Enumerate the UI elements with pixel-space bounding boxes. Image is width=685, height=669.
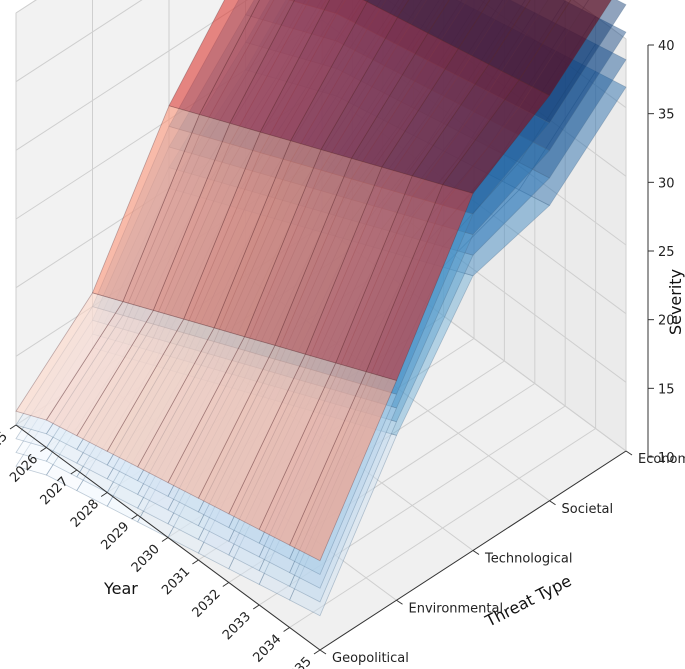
x-tick-label: 2035	[281, 654, 315, 669]
x-axis-label: Year	[103, 579, 138, 598]
y-tick-label: Technological	[484, 552, 572, 567]
z-tick-label: 35	[658, 108, 675, 123]
z-axis-label: Severity	[666, 269, 685, 335]
x-tick-mark	[313, 649, 321, 655]
x-tick-label: 2031	[159, 564, 193, 598]
x-tick-label: 2030	[129, 542, 163, 576]
x-tick-mark	[131, 514, 138, 520]
x-tick-label: 2032	[190, 587, 224, 621]
surface-cell	[45, 301, 154, 437]
surface-cell	[168, 0, 260, 115]
z-tick-label: 15	[658, 382, 675, 397]
x-tick-mark	[100, 492, 108, 497]
z-tick-label: 30	[658, 176, 675, 191]
surface-cell	[362, 0, 369, 3]
y-tick-mark	[472, 550, 480, 555]
surface-cell	[441, 161, 551, 256]
surface-cell	[518, 43, 627, 179]
z-tick-label: 25	[658, 245, 675, 260]
surface-cell	[15, 292, 124, 421]
x-tick-mark	[192, 559, 199, 565]
x-tick-label: 2033	[220, 609, 254, 643]
surface-cell	[197, 344, 306, 515]
y-tick-mark	[549, 500, 556, 506]
x-tick-label: 2028	[68, 497, 102, 531]
x-tick-mark	[252, 604, 260, 610]
y-tick-label: Societal	[562, 502, 614, 517]
surfaces	[15, 0, 627, 617]
y-tick-mark	[625, 450, 633, 456]
surface-cell	[396, 0, 450, 34]
y-tick-label: Geopolitical	[332, 651, 409, 666]
x-tick-label: 2034	[250, 632, 284, 666]
surface-cell	[441, 189, 551, 277]
y-tick-label: Environmental	[409, 601, 504, 616]
z-tick-label: 10	[658, 451, 675, 466]
y-tick-label: Economic	[638, 452, 685, 467]
surface-cell	[381, 48, 490, 177]
y-tick-mark	[319, 649, 327, 655]
x-tick-mark	[283, 627, 290, 632]
surface-cell	[320, 16, 429, 159]
z-tick-label: 20	[658, 314, 675, 329]
surface-cell	[457, 0, 531, 65]
x-tick-mark	[222, 582, 230, 587]
x-tick-label: 2029	[98, 519, 132, 553]
x-tick-mark	[40, 447, 47, 452]
x-tick-mark	[70, 469, 78, 475]
y-tick-mark	[396, 599, 403, 605]
x-tick-label: 2025	[0, 429, 11, 463]
x-tick-mark	[161, 537, 169, 542]
z-tick-label: 40	[658, 39, 675, 54]
x-tick-mark	[9, 424, 17, 430]
surface-cell	[137, 327, 246, 484]
surface-cell	[518, 70, 627, 207]
